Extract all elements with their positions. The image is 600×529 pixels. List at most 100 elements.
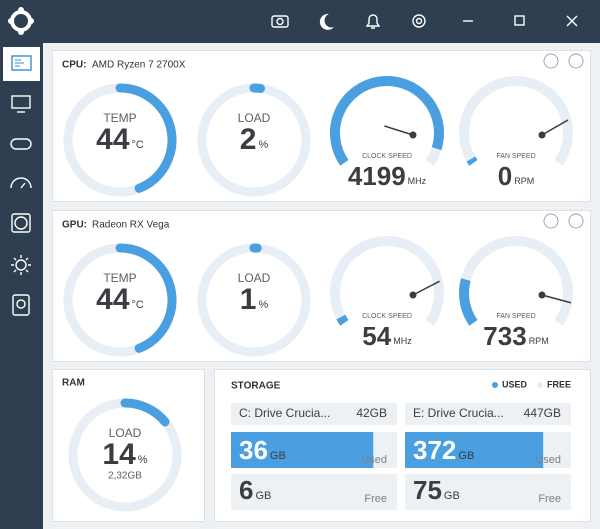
gauge-label: FAN SPEED [496, 153, 535, 160]
unit: GB [255, 490, 271, 502]
gauge-label: CLOCK SPEED [362, 313, 412, 320]
gauge-needle [384, 125, 414, 136]
metric-label: LOAD [109, 426, 142, 440]
nav-storage[interactable] [12, 294, 30, 316]
graph-view-button[interactable] [568, 213, 584, 229]
gpu-panel [52, 210, 591, 362]
used-bar [231, 432, 374, 468]
ram-used: 2,32GB [108, 471, 142, 482]
settings-button[interactable] [412, 14, 426, 28]
gauge-fill [330, 76, 444, 166]
gauge-value: 733 RPM [483, 321, 548, 351]
gauge-hub [409, 131, 417, 139]
nav-hardware[interactable] [11, 95, 31, 113]
gauge-fill [459, 278, 478, 326]
unit: % [258, 139, 268, 151]
value: 14 [102, 438, 136, 471]
used-bar [405, 432, 544, 468]
gauge-view-button[interactable] [543, 53, 559, 69]
drive-name: C: Drive Crucia... [239, 406, 330, 420]
gauge-view-button[interactable] [543, 213, 559, 229]
cpu-panel [52, 50, 591, 202]
value: 2 [240, 123, 257, 156]
metric-value: 1% [240, 283, 269, 316]
drive-total: 42GB [356, 406, 387, 420]
cpu-header: CPU: AMD Ryzen 7 2700X [62, 60, 186, 71]
used-value: 372 GB [413, 435, 474, 465]
free-value: 75 GB [413, 475, 460, 505]
value: 54 [362, 321, 391, 351]
nav-dashboard[interactable] [11, 55, 32, 71]
temp-ring [115, 243, 177, 353]
legend-dot [537, 382, 543, 388]
used-label: Used [361, 454, 387, 466]
unit: GB [270, 450, 286, 462]
unit: % [258, 299, 268, 311]
free-value: 6 GB [239, 475, 271, 505]
unit: % [138, 454, 148, 466]
used-label: Used [535, 454, 561, 466]
value: 0 [498, 161, 512, 191]
title-bar [0, 0, 600, 43]
gauge-fill [466, 156, 478, 166]
nav-selected [3, 47, 40, 81]
gauge-hub [538, 291, 546, 299]
gauge-track [459, 76, 573, 166]
used-value: 36 GB [239, 435, 286, 465]
value: 6 [239, 475, 253, 505]
nav-gaming[interactable] [10, 138, 32, 150]
free-bar [231, 474, 397, 510]
value: 1 [240, 283, 257, 316]
ram-ring [120, 398, 170, 427]
gpu-view-buttons [543, 213, 584, 229]
gauge-hub [538, 131, 546, 139]
theme-button[interactable] [319, 13, 334, 30]
storage-title: STORAGE [231, 381, 281, 392]
drive-header [405, 403, 571, 425]
unit: GB [444, 490, 460, 502]
metric-label: LOAD [238, 271, 271, 285]
maximize-button[interactable] [514, 15, 525, 26]
gauge-needle [412, 280, 440, 296]
device-name: AMD Ryzen 7 2700X [92, 60, 186, 71]
metric-value: 44 °C [96, 283, 144, 316]
unit: MHz [393, 336, 412, 346]
temp-ring [115, 83, 177, 193]
gauge-value: 54 MHz [362, 321, 412, 351]
value: 44 [96, 283, 130, 316]
legend-free: FREE [547, 379, 571, 389]
metric-value: 2% [240, 123, 269, 156]
metric-label: LOAD [238, 111, 271, 125]
gauge-label: FAN SPEED [496, 313, 535, 320]
gauge-label: CLOCK SPEED [362, 153, 412, 160]
unit: RPM [529, 336, 549, 346]
unit: °C [132, 299, 144, 311]
gpu-header: GPU: Radeon RX Vega [62, 220, 170, 231]
nav-performance[interactable] [10, 177, 32, 189]
notifications-button[interactable] [365, 14, 381, 29]
metric-value: 44 °C [96, 123, 144, 156]
gauge-track [330, 236, 444, 326]
screenshot-button[interactable] [271, 15, 289, 28]
nav-fans[interactable] [11, 213, 31, 233]
legend-used: USED [502, 379, 528, 389]
gauge-value: 4199 MHz [348, 161, 427, 191]
value: 372 [413, 435, 456, 465]
sidebar [0, 43, 43, 529]
unit: RPM [514, 176, 534, 186]
metric-label: TEMP [103, 271, 136, 285]
graph-view-button[interactable] [568, 53, 584, 69]
value: 36 [239, 435, 268, 465]
logo [8, 7, 34, 35]
unit: GB [458, 450, 474, 462]
drive-header [231, 403, 397, 425]
close-button[interactable] [566, 15, 578, 27]
nav-lighting[interactable] [11, 255, 31, 275]
gauge-needle [541, 294, 572, 304]
ram-title: RAM [62, 378, 85, 389]
free-label: Free [364, 493, 387, 505]
free-bar [405, 474, 571, 510]
legend-dot [492, 382, 498, 388]
value: 4199 [348, 161, 406, 191]
